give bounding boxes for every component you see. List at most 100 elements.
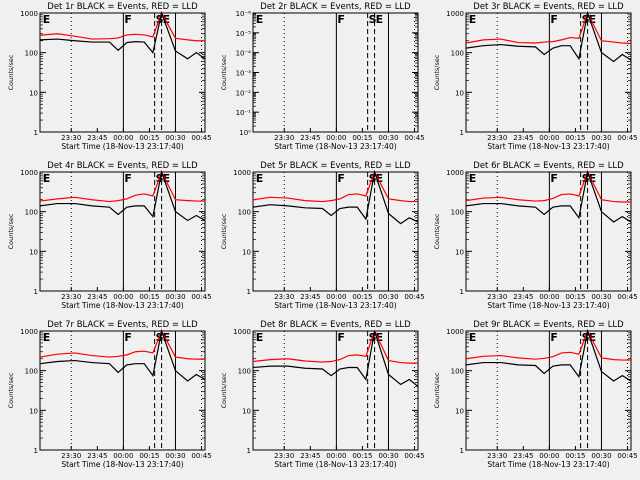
x-tick-label: 00:30 (378, 452, 398, 460)
period-marker: F (337, 331, 345, 344)
series-line-events (39, 328, 206, 382)
y-tick-label: 1 (34, 447, 38, 455)
period-marker: E (469, 13, 477, 26)
period-marker: E (256, 331, 264, 344)
x-tick-label: 23:30 (274, 134, 294, 142)
y-tick-label: 1000 (20, 10, 38, 18)
y-tick-label: 100 (25, 368, 38, 376)
series-line-lld (252, 329, 418, 364)
series-line-lld (465, 329, 631, 361)
chart-title: Det 6r BLACK = Events, RED = LLD (473, 161, 624, 171)
series-line-lld (39, 329, 205, 360)
period-marker: E (43, 331, 51, 344)
x-tick-label: 00:45 (617, 293, 637, 301)
plot-frame (252, 330, 419, 451)
series-line-lld (465, 11, 632, 45)
chart-title: Det 4r BLACK = Events, RED = LLD (47, 161, 198, 171)
series-line-events (465, 10, 632, 63)
series-line-events (252, 169, 419, 225)
x-tick-label: 00:15 (139, 452, 159, 460)
x-axis-label: Start Time (18-Nov-13 23:17:40) (487, 301, 609, 310)
x-tick-label: 23:45 (87, 452, 107, 460)
x-axis-label: Start Time (18-Nov-13 23:17:40) (274, 142, 396, 151)
plot-frame (465, 12, 632, 133)
x-axis-label: Start Time (18-Nov-13 23:17:40) (487, 142, 609, 151)
chart-title: Det 3r BLACK = Events, RED = LLD (473, 2, 624, 12)
x-tick-label: 23:30 (274, 452, 294, 460)
x-tick-label: 00:00 (539, 134, 559, 142)
y-tick-label: 100 (25, 209, 38, 217)
series-line-lld (39, 170, 205, 203)
period-marker: F (337, 13, 345, 26)
series-line-events (39, 10, 206, 60)
period-marker: E (376, 331, 384, 344)
x-tick-label: 00:15 (565, 293, 585, 301)
x-tick-label: 23:30 (61, 293, 81, 301)
x-tick-label: 00:15 (352, 134, 372, 142)
series-line-events (252, 330, 419, 387)
y-axis-label: Counts/sec (220, 372, 228, 408)
x-tick-label: 00:30 (165, 134, 185, 142)
chart-panel-7: Det 7r BLACK = Events, RED = LLD 1 10 100 10… (7, 320, 212, 469)
y-axis-label: Counts/sec (433, 372, 441, 408)
plot-frame (39, 330, 206, 451)
x-axis-label: Start Time (18-Nov-13 23:17:40) (274, 301, 396, 310)
x-tick-label: 00:30 (378, 293, 398, 301)
x-tick-label: 23:45 (513, 134, 533, 142)
period-marker: F (550, 172, 558, 185)
period-marker: S (369, 13, 377, 26)
chart-panel-9: Det 9r BLACK = Events, RED = LLD 1 10 100 10… (433, 320, 638, 469)
x-tick-label: 23:30 (487, 293, 507, 301)
x-axis-label: Start Time (18-Nov-13 23:17:40) (487, 460, 609, 469)
y-axis-label: Counts/sec (220, 213, 228, 249)
x-tick-label: 23:45 (300, 134, 320, 142)
y-axis-label: Counts/sec (7, 372, 15, 408)
y-tick-label: 1000 (446, 10, 464, 18)
y-tick-label: 10⁻⁴ (236, 50, 252, 58)
x-tick-label: 00:00 (326, 293, 346, 301)
x-tick-label: 23:30 (487, 452, 507, 460)
y-tick-label: 100 (451, 368, 464, 376)
period-marker: E (376, 13, 384, 26)
y-tick-label: 1 (460, 447, 464, 455)
period-marker: E (163, 13, 171, 26)
x-tick-label: 00:00 (326, 134, 346, 142)
series-line-lld (39, 11, 205, 42)
period-marker: F (124, 13, 132, 26)
chart-title: Det 8r BLACK = Events, RED = LLD (260, 320, 411, 330)
x-tick-label: 23:30 (487, 134, 507, 142)
x-tick-label: 00:15 (139, 293, 159, 301)
y-axis-label: Counts/sec (220, 54, 228, 90)
y-tick-label: 10⁻⁶ (236, 10, 252, 18)
period-marker: E (43, 172, 51, 185)
y-tick-label: 1 (34, 129, 38, 137)
plot-frame (39, 171, 206, 292)
y-tick-label: 10 (242, 407, 251, 415)
x-tick-label: 00:45 (404, 452, 424, 460)
y-tick-label: 100 (451, 209, 464, 217)
period-marker: E (43, 13, 51, 26)
plot-frame (465, 171, 632, 292)
chart-panel-2: Det 2r BLACK = Events, RED = LLD 10⁰ 10⁻¹ 1… (220, 2, 425, 151)
series-line-events (39, 169, 206, 222)
period-marker: F (124, 331, 132, 344)
x-tick-label: 23:45 (300, 452, 320, 460)
x-tick-label: 23:30 (61, 452, 81, 460)
y-tick-label: 1000 (20, 328, 38, 336)
period-marker: E (589, 331, 597, 344)
x-tick-label: 00:45 (191, 293, 211, 301)
chart-panel-8: Det 8r BLACK = Events, RED = LLD 1 10 100 10… (220, 320, 425, 469)
period-marker: F (550, 13, 558, 26)
x-tick-label: 23:30 (274, 293, 294, 301)
y-tick-label: 10 (242, 248, 251, 256)
x-tick-label: 00:45 (617, 134, 637, 142)
period-marker: E (376, 172, 384, 185)
chart-title: Det 2r BLACK = Events, RED = LLD (260, 2, 411, 12)
x-tick-label: 00:00 (539, 293, 559, 301)
x-axis-label: Start Time (18-Nov-13 23:17:40) (61, 460, 183, 469)
y-tick-label: 10⁻³ (236, 70, 252, 78)
x-tick-label: 00:15 (352, 293, 372, 301)
y-tick-label: 10 (455, 248, 464, 256)
x-tick-label: 23:45 (87, 293, 107, 301)
